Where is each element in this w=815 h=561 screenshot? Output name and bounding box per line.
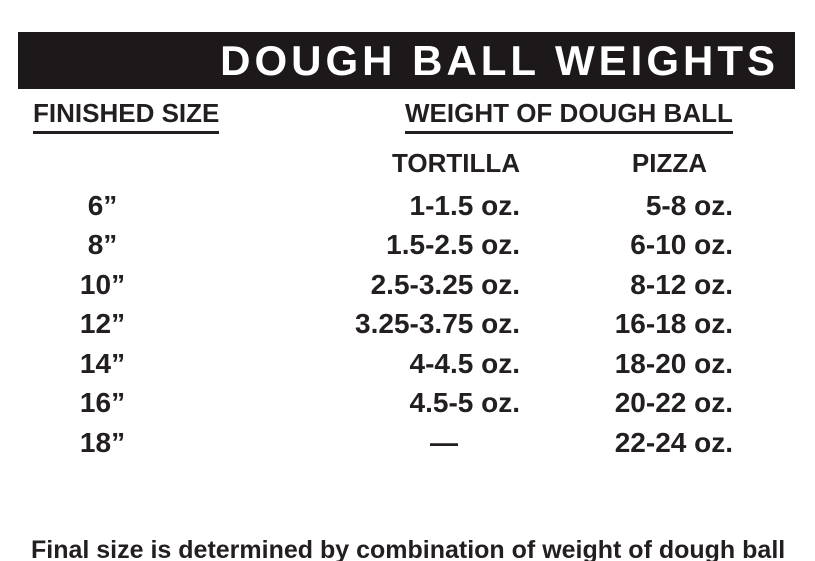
size-column-header-spacer [30, 140, 175, 186]
title-banner: DOUGH BALL WEIGHTS [18, 32, 795, 89]
finished-size-header-label: FINISHED SIZE [33, 98, 220, 134]
size-cell: 18” [79, 426, 126, 458]
size-cell: 14” [79, 347, 126, 379]
tortilla-cell-no-value-dash: — [430, 426, 458, 458]
pizza-cell: 22-24 oz. [614, 426, 733, 458]
pizza-cell: 20-22 oz. [614, 387, 733, 419]
tortilla-cell: 1.5-2.5 oz. [386, 229, 520, 261]
pizza-cell: 18-20 oz. [614, 347, 733, 379]
size-cell: 12” [79, 308, 126, 340]
footnote-line-1: Final size is determined by combination … [31, 536, 786, 561]
tortilla-cell: 4.5-5 oz. [409, 387, 520, 419]
pizza-column-header: PIZZA [631, 147, 707, 178]
weights-table: TORTILLA PIZZA 6” 1-1.5 oz. 5-8 oz. 8” 1… [30, 140, 733, 463]
weight-of-dough-ball-header-label: WEIGHT OF DOUGH BALL [405, 98, 733, 134]
size-cell: 6” [87, 189, 118, 221]
page-title: DOUGH BALL WEIGHTS [220, 36, 779, 84]
size-cell: 10” [79, 268, 126, 300]
footnote: Final size is determined by combination … [31, 484, 801, 561]
size-cell: 8” [87, 229, 118, 261]
tortilla-cell: 3.25-3.75 oz. [355, 308, 520, 340]
pizza-cell: 8-12 oz. [630, 268, 733, 300]
pizza-cell: 16-18 oz. [614, 308, 733, 340]
size-cell: 16” [79, 387, 126, 419]
tortilla-cell: 2.5-3.25 oz. [370, 268, 520, 300]
tortilla-cell: 1-1.5 oz. [409, 189, 520, 221]
pizza-cell: 5-8 oz. [645, 189, 733, 221]
pizza-cell: 6-10 oz. [630, 229, 733, 261]
tortilla-column-header: TORTILLA [391, 147, 520, 178]
tortilla-cell: 4-4.5 oz. [409, 347, 520, 379]
finished-size-header: FINISHED SIZE [33, 98, 220, 134]
weight-of-dough-ball-header: WEIGHT OF DOUGH BALL [405, 98, 733, 134]
